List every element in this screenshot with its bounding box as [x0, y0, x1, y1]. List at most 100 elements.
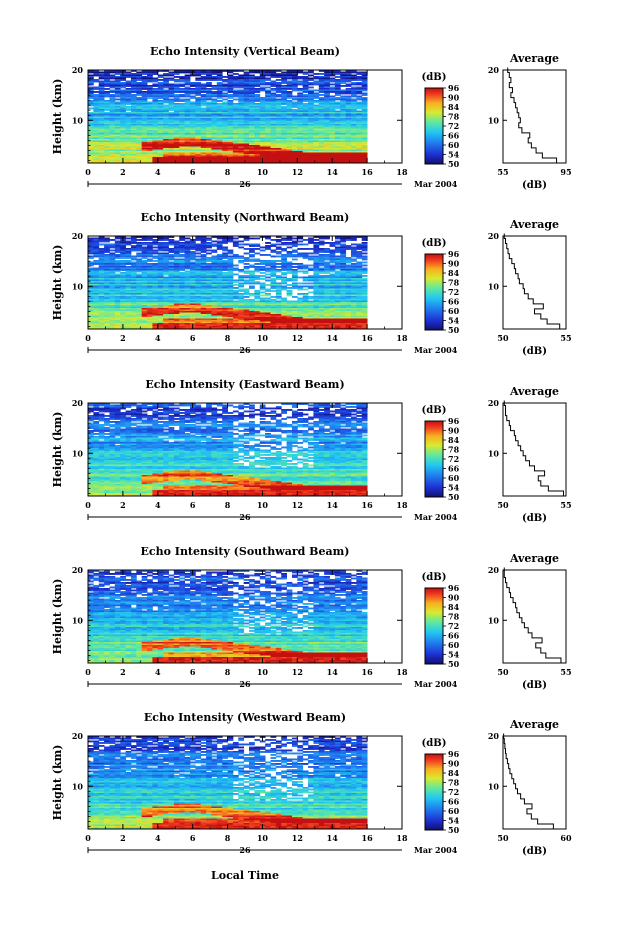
- heatmap-cell: [179, 269, 185, 271]
- heatmap-cell: [292, 106, 298, 108]
- heatmap-cell: [308, 87, 314, 89]
- heatmap-cell: [238, 241, 244, 243]
- heatmap-cell: [281, 289, 287, 291]
- heatmap-cell: [131, 242, 137, 244]
- heatmap-cell: [276, 79, 282, 81]
- heatmap-cell: [233, 265, 239, 267]
- heatmap-cell: [233, 298, 239, 300]
- heatmap-cell: [195, 256, 201, 258]
- heatmap-cell: [356, 73, 362, 75]
- heatmap: [88, 236, 368, 329]
- heatmap-cell: [201, 91, 207, 93]
- heatmap-cell: [346, 81, 352, 83]
- heatmap-cell: [346, 248, 352, 250]
- heatmap-cell: [276, 253, 282, 255]
- heatmap-cell: [260, 278, 266, 280]
- heatmap-cell: [313, 253, 319, 255]
- x-tick-label: 0: [85, 167, 91, 177]
- heatmap-cell: [330, 81, 336, 83]
- heatmap-cell: [254, 278, 260, 280]
- heatmap-cell: [126, 109, 132, 111]
- heatmap-cell: [136, 94, 142, 96]
- heatmap-cell: [249, 295, 255, 297]
- heatmap-cell: [254, 253, 260, 255]
- heatmap-cell: [185, 84, 191, 86]
- heatmap-cell: [195, 239, 201, 241]
- heatmap-cell: [244, 239, 250, 241]
- heatmap-cell: [249, 238, 255, 240]
- heatmap-cell: [163, 75, 169, 77]
- heatmap-cell: [99, 241, 105, 243]
- heatmap-cell: [115, 99, 121, 101]
- heatmap-cell: [222, 81, 228, 83]
- heatmap-cell: [281, 244, 287, 246]
- heatmap-cell: [179, 72, 185, 74]
- heatmap-cell: [228, 253, 234, 255]
- heatmap-cell: [303, 283, 309, 285]
- heatmap-cell: [244, 296, 250, 298]
- heatmap-cell: [115, 257, 121, 259]
- heatmap-cell: [356, 84, 362, 86]
- heatmap-cell: [292, 256, 298, 258]
- heatmap-cell: [260, 250, 266, 252]
- heatmap-cell: [152, 244, 158, 246]
- heatmap-cell: [287, 78, 293, 80]
- heatmap-cell: [265, 280, 271, 282]
- heatmap-cell: [308, 298, 314, 300]
- heatmap-cell: [276, 278, 282, 280]
- heatmap-cell: [104, 241, 110, 243]
- heatmap-cell: [99, 78, 105, 80]
- heatmap-cell: [308, 265, 314, 267]
- heatmap-cell: [346, 239, 352, 241]
- heatmap-cell: [222, 269, 228, 271]
- average-x-label: (dB): [522, 180, 547, 191]
- heatmap-cell: [179, 256, 185, 258]
- heatmap-cell: [120, 87, 126, 89]
- heatmap-cell: [222, 90, 228, 92]
- heatmap-cell: [324, 259, 330, 261]
- heatmap-cell: [152, 85, 158, 87]
- heatmap-cell: [362, 250, 368, 252]
- heatmap-cell: [147, 260, 153, 262]
- heatmap-cell: [120, 79, 126, 81]
- heatmap-cell: [174, 76, 180, 78]
- heatmap-cell: [238, 290, 244, 292]
- colorbar-tick-label: 54: [448, 150, 460, 160]
- heatmap-cell: [147, 97, 153, 99]
- heatmap-cell: [238, 247, 244, 249]
- heatmap-cell: [249, 283, 255, 285]
- heatmap-cell: [308, 253, 314, 255]
- heatmap-cell: [104, 85, 110, 87]
- heatmap-cell: [206, 253, 212, 255]
- heatmap-cell: [340, 82, 346, 84]
- y-axis-label: Height (km): [51, 79, 64, 155]
- heatmap-cell: [152, 260, 158, 262]
- date-label: Mar 2004: [414, 179, 458, 189]
- heatmap-cell: [169, 75, 175, 77]
- heatmap-cell: [346, 93, 352, 95]
- heatmap-cell: [185, 268, 191, 270]
- heatmap-cell: [217, 100, 223, 102]
- heatmap-cell: [222, 96, 228, 98]
- heatmap-cell: [233, 274, 239, 276]
- heatmap-cell: [233, 238, 239, 240]
- heatmap-cell: [233, 96, 239, 98]
- heatmap-cell: [313, 84, 319, 86]
- heatmap-cell: [249, 256, 255, 258]
- heatmap-cell: [206, 99, 212, 101]
- heatmap-cell: [303, 244, 309, 246]
- heatmap-cell: [313, 78, 319, 80]
- panel-title: Echo Intensity (Northward Beam): [141, 211, 350, 224]
- heatmap-cell: [313, 97, 319, 99]
- heatmap-cell: [211, 251, 217, 253]
- colorbar-tick-label: 60: [448, 140, 460, 150]
- heatmap-cell: [276, 91, 282, 93]
- x-tick-label: 14: [327, 167, 339, 177]
- heatmap-cell: [303, 268, 309, 270]
- heatmap-cell: [335, 99, 341, 101]
- heatmap-cell: [297, 84, 303, 86]
- heatmap-cell: [362, 253, 368, 255]
- x-tick-label: 18: [396, 167, 408, 177]
- heatmap-cell: [308, 72, 314, 74]
- heatmap-cell: [217, 238, 223, 240]
